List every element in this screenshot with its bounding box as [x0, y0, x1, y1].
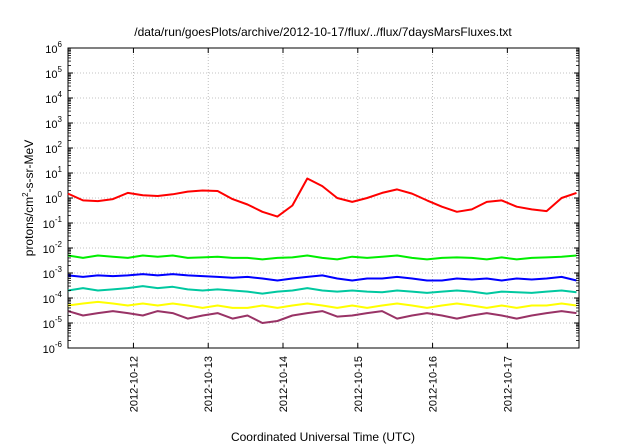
x-tick-label: 2012-10-12 [128, 356, 140, 412]
y-tick-label: 101 [45, 165, 62, 181]
y-tick-label: 102 [45, 140, 62, 156]
y-tick-label: 10-2 [43, 240, 63, 256]
x-tick-label: 2012-10-14 [278, 356, 290, 412]
x-tick-label: 2012-10-16 [428, 356, 440, 412]
x-axis-label: Coordinated Universal Time (UTC) [231, 430, 415, 444]
series-line-3 [67, 285, 577, 295]
y-tick-label: 10-3 [43, 265, 63, 281]
y-tick-label: 105 [45, 65, 62, 81]
grid [68, 48, 579, 348]
x-tick-group: 2012-10-12 2012-10-13 2012-10-14 2012-10-15… [128, 48, 514, 412]
y-tick-label: 10-1 [43, 215, 63, 231]
series-line-2 [67, 273, 577, 282]
series-line-1 [67, 254, 577, 261]
series-line-4 [67, 300, 577, 309]
series-line-5 [67, 310, 577, 324]
y-tick-label: 10-6 [43, 340, 63, 356]
y-tick-label: 10-5 [43, 315, 63, 331]
y-tick-label: 10-4 [43, 290, 63, 306]
y-tick-label: 100 [45, 190, 62, 206]
series-layer [67, 177, 577, 324]
x-tick-label: 2012-10-15 [353, 356, 365, 412]
y-tick-group: 10-6 10-5 10-4 10-3 10-2 10-1 100 101 102 103 104 1… [43, 40, 579, 356]
x-tick-label: 2012-10-13 [203, 356, 215, 412]
y-tick-label: 103 [45, 115, 62, 131]
chart-title: /data/run/goesPlots/archive/2012-10-17/f… [134, 25, 512, 39]
y-axis-label: protons/cm2-s-sr-MeV [21, 140, 36, 256]
x-tick-label: 2012-10-17 [502, 356, 514, 412]
y-tick-label: 104 [45, 90, 62, 106]
series-line-0 [67, 177, 577, 218]
y-tick-label: 106 [45, 40, 62, 56]
